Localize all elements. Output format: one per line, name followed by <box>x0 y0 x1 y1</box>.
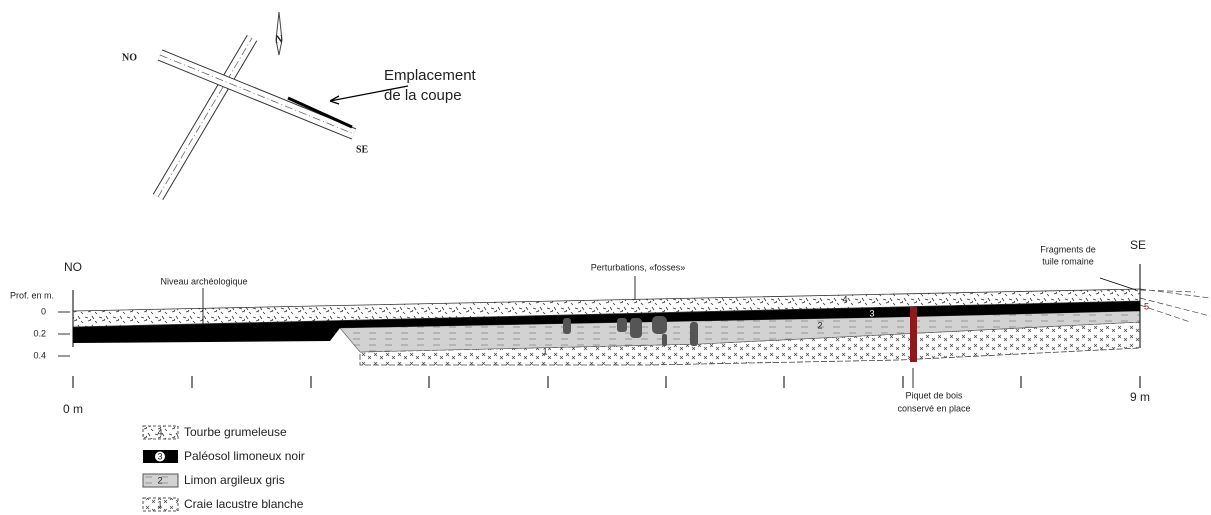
distance-ticks <box>72 376 1141 388</box>
north-label: N <box>275 34 283 45</box>
callout-text: de la coupe <box>384 87 462 104</box>
layer-number: 5 <box>1144 301 1149 311</box>
legend-label: Limon argileux gris <box>184 473 285 487</box>
legend-number: 2 <box>157 475 162 485</box>
layer-paleosol <box>73 301 1140 343</box>
extension <box>1139 288 1211 323</box>
legend-number: 3 <box>157 451 162 461</box>
nw-label: NO <box>122 52 137 63</box>
callout-arrow <box>329 85 409 105</box>
legend-label: Craie lacustre blanche <box>184 497 304 511</box>
legend-label: Tourbe grumeleuse <box>184 425 287 439</box>
section-location <box>287 96 353 129</box>
annotation: Fragments de <box>1040 244 1096 254</box>
legend-swatch <box>142 497 179 512</box>
wooden-stake <box>910 307 917 362</box>
pits <box>563 316 698 346</box>
annotation: conservé en place <box>897 403 970 413</box>
layer-number: 2 <box>817 320 822 330</box>
legend-label: Paléosol limoneux noir <box>184 449 305 463</box>
se-label: SE <box>356 144 369 155</box>
section: NO SE Prof. en m. 0 0.2 0.4 0 m 9 m Nive… <box>10 238 1211 416</box>
legend-swatch <box>142 473 179 488</box>
legend-swatch <box>142 425 179 440</box>
annotation: Niveau archéologique <box>160 276 247 286</box>
depth-title: Prof. en m. <box>10 290 54 300</box>
layer-number: 4 <box>842 294 847 304</box>
north-arrow <box>275 11 283 56</box>
location-map: N NO SE Emplacement de la coupe <box>122 11 477 201</box>
end-label: NO <box>64 260 82 274</box>
legend-number: 4 <box>157 427 162 437</box>
depth-tick-label: 0 <box>41 306 46 316</box>
leader-lines <box>202 276 1137 388</box>
callout-text: Emplacement <box>384 67 477 84</box>
legend: 4 Tourbe grumeleuse 3 Paléosol limoneux … <box>142 425 305 512</box>
depth-tick-label: 0.2 <box>33 328 46 338</box>
layer-number: 3 <box>869 308 874 318</box>
annotation: Piquet de bois <box>905 390 963 400</box>
distance-label: 0 m <box>63 402 83 416</box>
annotation: tuile romaine <box>1042 256 1094 266</box>
annotation: Perturbations, «fosses» <box>591 262 686 272</box>
depth-tick-label: 0.4 <box>33 350 46 360</box>
legend-number: 1 <box>157 499 162 509</box>
end-label: SE <box>1130 238 1146 252</box>
distance-label: 9 m <box>1130 390 1150 404</box>
depth-ticks <box>58 311 70 357</box>
layer-number: 1 <box>542 346 547 356</box>
